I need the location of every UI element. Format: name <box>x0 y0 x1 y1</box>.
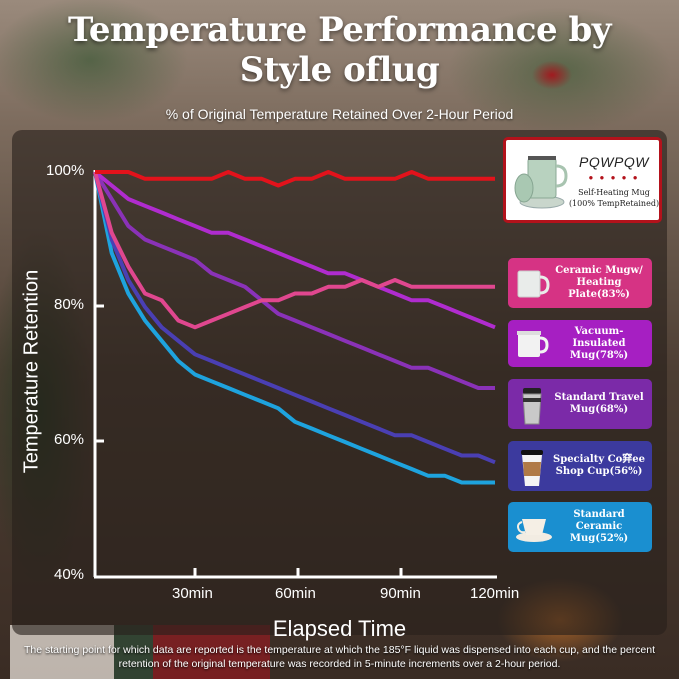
x-axis-title: Elapsed Time <box>272 616 407 641</box>
brand-name: PQWPQW <box>579 154 649 170</box>
coffee-cup-icon <box>514 448 550 486</box>
legend-label-line: Shop Cup(56%) <box>555 466 643 477</box>
y-tick-100: 100% <box>46 162 85 179</box>
rating-dots: ● ● ● ● ● <box>588 173 640 182</box>
chart-subtitle: % of Original Temperature Retained Over … <box>165 106 514 122</box>
legend-label-line: Mug(78%) <box>569 349 629 361</box>
self-heating-mug-icon <box>514 156 568 209</box>
chart-title: Temperature Performance by Style oflug <box>0 10 679 90</box>
legend-standard-travel-mug: Standard Travel Mug(68%) <box>508 379 652 429</box>
footnote: The starting point for which data are re… <box>4 643 675 671</box>
legend-label: Standard Ceramic Mug(52%) <box>550 509 652 545</box>
title-line-2: Style oflug <box>239 50 440 90</box>
series-line <box>93 171 495 485</box>
series-line <box>95 170 495 188</box>
footnote-line-2: retention of the original temperature wa… <box>118 658 561 670</box>
ceramic-mug-icon <box>514 265 550 301</box>
travel-mug-icon <box>514 386 550 425</box>
legend-label-line: Vacuum-Insulated <box>572 325 626 349</box>
legend-label: Standard Travel Mug(68%) <box>550 392 652 416</box>
legend-label-line: Ceramic Mugw/ <box>555 265 643 276</box>
hero-desc-line-1: Self-Heating Mug <box>578 188 650 197</box>
legend-label-line: Mug(68%) <box>569 404 629 415</box>
series-line <box>93 171 495 330</box>
legend-label: Ceramic Mugw/ Heating Plate(83%) <box>550 265 652 301</box>
legend-label-line: Standard <box>573 509 625 520</box>
series-line <box>93 170 496 330</box>
legend-label-line: Specialty Co穽ee <box>552 454 645 465</box>
y-tick-80: 80% <box>54 296 85 313</box>
legend-vacuum-insulated-mug: Vacuum-Insulated Mug(78%) <box>508 320 652 367</box>
legend-label-line: Ceramic Mug(52%) <box>569 521 629 544</box>
legend-label-line: Standard Travel <box>554 392 644 403</box>
chart-series <box>93 170 496 485</box>
legend-ceramic-mug-heating-plate: Ceramic Mugw/ Heating Plate(83%) <box>508 258 652 308</box>
legend-label: Vacuum-Insulated Mug(78%) <box>550 326 652 362</box>
teacup-icon <box>514 509 552 545</box>
hero-desc-line-2: (100% TempRetained) <box>568 199 660 208</box>
series-line <box>93 170 495 390</box>
vacuum-mug-icon <box>514 326 550 362</box>
wreath-bow-decor <box>527 55 577 95</box>
x-tick-30: 30min <box>172 585 213 602</box>
chart-axes <box>93 170 497 579</box>
legend-label-line: Plate(83%) <box>568 289 630 300</box>
legend-standard-ceramic-mug: Standard Ceramic Mug(52%) <box>508 502 652 552</box>
y-tick-60: 60% <box>54 431 85 448</box>
y-tick-40: 40% <box>54 566 85 583</box>
x-tick-90: 90min <box>380 585 421 602</box>
legend-specialty-coffee-shop-cup: Specialty Co穽ee Shop Cup(56%) <box>508 441 652 491</box>
hero-description: Self-Heating Mug (100% TempRetained) <box>568 187 660 209</box>
x-tick-120: 120min <box>470 585 520 602</box>
series-line <box>93 171 496 465</box>
legend-label-line: Heating <box>576 277 622 288</box>
title-line-1: Temperature Performance by <box>67 10 612 50</box>
x-tick-60: 60min <box>275 585 316 602</box>
y-axis-title: Temperature Retention <box>20 269 43 474</box>
footnote-line-1: The starting point for which data are re… <box>23 644 656 656</box>
legend-self-heating-mug: PQWPQW ● ● ● ● ● Self-Heating Mug (100% … <box>503 137 662 223</box>
legend-label: Specialty Co穽ee Shop Cup(56%) <box>550 454 652 478</box>
